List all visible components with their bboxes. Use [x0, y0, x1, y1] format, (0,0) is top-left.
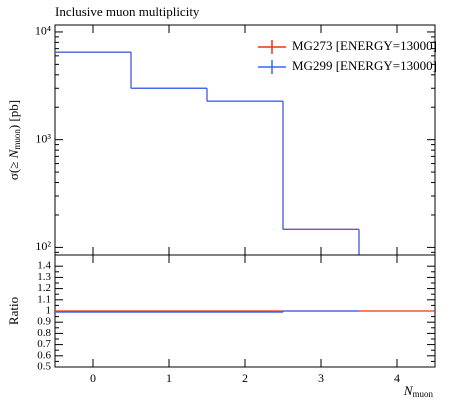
x-axis-label: Nmuon: [403, 383, 434, 399]
y-tick-label: 0.6: [37, 349, 51, 361]
ratio-label: Ratio: [6, 297, 21, 325]
y-label-part: N: [6, 148, 21, 159]
legend-label: MG273 [ENERGY=13000]: [292, 38, 437, 53]
y-tick-label: 1.1: [37, 293, 51, 305]
y-tick-label: 0.8: [37, 327, 51, 339]
y-tick-label: 10³: [35, 131, 51, 145]
y-tick-label: 10⁴: [35, 24, 51, 38]
y-tick-label: 10²: [35, 239, 51, 253]
y-label-part: ) [pb]: [6, 100, 21, 129]
y-label-part: σ(≥: [6, 158, 21, 180]
x-label-part: muon: [412, 389, 433, 399]
legend-label: MG299 [ENERGY=13000]: [292, 58, 437, 73]
y-tick-label: 0.7: [37, 338, 51, 350]
x-tick-label: 4: [394, 371, 400, 385]
x-tick-label: 2: [242, 371, 248, 385]
y-tick-label: 1.4: [37, 260, 51, 272]
y-tick-label: 0.9: [37, 316, 51, 328]
y-tick-label: 1.2: [37, 282, 51, 294]
y-label-part: muon: [12, 129, 22, 150]
x-tick-label: 3: [318, 371, 324, 385]
y-axis-label: σ(≥ Nmuon) [pb]: [6, 100, 22, 180]
x-tick-label: 1: [166, 371, 172, 385]
y-tick-label: 1: [46, 305, 52, 317]
y-tick-label: 0.5: [37, 361, 51, 373]
chart-title: Inclusive muon multiplicity: [55, 4, 200, 19]
x-tick-label: 0: [90, 371, 96, 385]
y-tick-label: 1.3: [37, 271, 51, 283]
x-label-part: N: [403, 383, 414, 398]
